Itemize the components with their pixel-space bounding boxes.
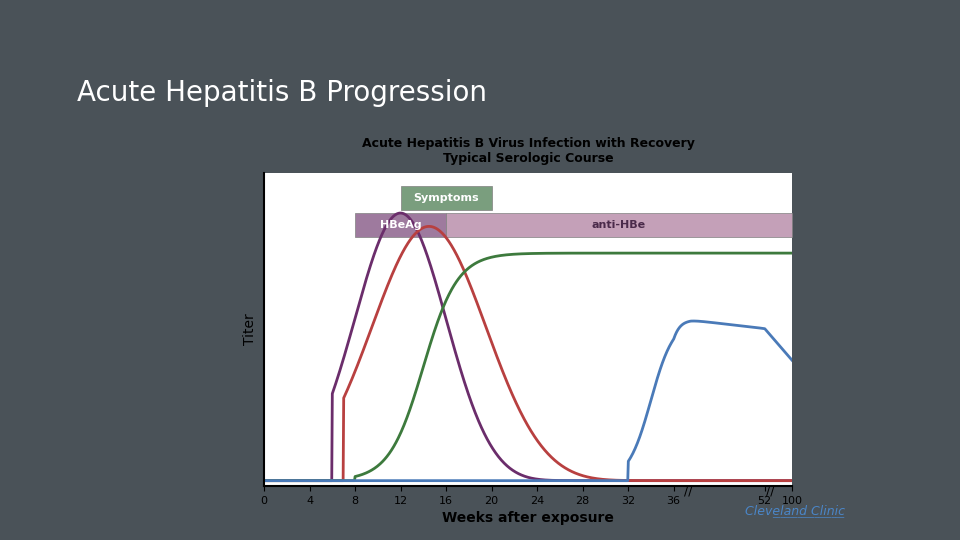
Y-axis label: Titer: Titer <box>243 314 257 345</box>
X-axis label: Weeks after exposure: Weeks after exposure <box>442 511 614 525</box>
Title: Acute Hepatitis B Virus Infection with Recovery
Typical Serologic Course: Acute Hepatitis B Virus Infection with R… <box>362 137 694 165</box>
FancyBboxPatch shape <box>355 213 446 237</box>
Text: ─────────────────: ───────────────── <box>773 515 845 521</box>
Text: Cleveland Clinic: Cleveland Clinic <box>745 505 845 518</box>
FancyBboxPatch shape <box>400 186 492 210</box>
Text: Acute Hepatitis B Progression: Acute Hepatitis B Progression <box>77 79 487 107</box>
Text: //: // <box>684 485 692 498</box>
Text: Symptoms: Symptoms <box>413 193 479 203</box>
Text: HBeAg: HBeAg <box>380 220 421 230</box>
FancyBboxPatch shape <box>446 213 792 237</box>
Text: //: // <box>766 485 775 498</box>
Text: anti-HBe: anti-HBe <box>592 220 646 230</box>
